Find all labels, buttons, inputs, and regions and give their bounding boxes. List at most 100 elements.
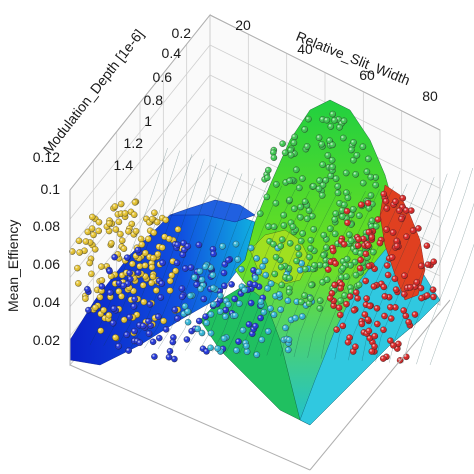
scatter-point [364,199,372,207]
scatter-point [343,255,351,263]
scatter-point [235,338,242,345]
scatter-point [368,223,375,230]
scatter-point [340,134,347,142]
scatter-point [383,205,391,212]
scatter-point [280,211,287,219]
scatter-point [365,155,372,163]
scatter-point [387,303,394,311]
scatter-point [387,315,395,322]
y-tick-label: 1 [144,113,152,129]
scatter-point [379,355,387,362]
scatter-point [424,261,432,268]
scatter-point [285,288,293,296]
scatter-point [390,342,397,349]
scatter-point [120,316,128,324]
scatter-point [405,318,412,326]
scatter-point [380,326,387,334]
base-edge-front [69,364,311,471]
scatter-point [265,223,272,230]
scatter-point [344,194,352,202]
scatter-point [311,262,318,269]
scatter-point [108,240,115,247]
scatter-point [334,183,342,190]
scatter-point [263,193,271,201]
scatter-point [320,231,328,239]
scatter-point [264,285,271,292]
scatter-point [145,330,153,337]
scatter-point [84,285,91,293]
scatter-point [298,260,305,267]
scatter-point [85,306,92,314]
scatter-point [289,223,297,231]
scatter-point [258,336,266,344]
scatter-point [118,237,126,244]
scatter-point [348,211,355,219]
scatter-point [429,286,437,293]
scatter-point [320,251,327,259]
scatter-point [131,327,138,335]
scatter-point [214,345,221,352]
scatter-point [82,238,90,245]
scatter-point [327,225,334,232]
scatter-point [202,263,209,270]
scatter-point [282,324,289,332]
y-tick-label: 1.4 [114,157,134,173]
scatter-point [203,319,210,327]
scatter-point [273,181,280,188]
scatter-point [75,280,82,287]
scatter-point [267,280,275,287]
scatter-point [178,293,186,301]
scatter-point [228,281,235,288]
scatter-point [423,292,431,299]
scatter-point [411,311,419,318]
scatter-point [359,179,367,187]
surface-yellow-ridge [169,199,256,223]
scatter-point [236,300,243,307]
scatter-point [160,317,167,325]
scatter-point [329,141,336,149]
scatter-point [139,282,147,289]
scatter-point [319,181,327,189]
scatter-point [209,271,217,279]
x-axis-line [209,14,441,131]
scatter-point [209,245,217,253]
scatter-point [270,223,278,231]
scatter-point [220,269,228,277]
scatter-point [278,281,286,289]
scatter-point [169,338,177,346]
scatter-point [197,285,204,293]
scatter-point [340,117,348,125]
scatter-point [305,300,313,307]
scatter-point [354,295,361,302]
scatter-point [323,276,331,283]
scatter-point [284,297,292,304]
scatter-point [362,277,369,285]
scatter-point [400,307,407,314]
scatter-point [382,198,390,205]
scatter-point [88,270,95,278]
scatter-point [140,298,148,306]
scatter-point [296,266,304,274]
scatter-point [210,301,217,308]
scatter-point [337,297,344,305]
scatter-point [391,275,399,283]
scatter-point [358,320,366,328]
scatter-point [381,312,388,320]
z-tick-label: 0.02 [33,332,60,348]
scatter-point [253,255,260,262]
scatter-point [171,306,179,314]
scatter-point [352,271,360,279]
scatter-point [299,230,306,237]
scatter-point [98,263,105,270]
scatter-point [120,245,128,252]
scatter-point [303,215,311,223]
scatter-point [241,286,248,294]
scatter-point [170,334,177,341]
scatter-point [261,257,269,265]
scatter-point [297,214,304,221]
scatter-point [307,236,315,244]
z-tick-label: 0.1 [41,181,61,197]
scatter-point [251,281,259,288]
scatter-point [219,243,226,250]
scatter-point [174,315,181,322]
